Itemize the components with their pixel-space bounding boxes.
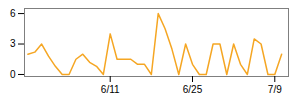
svg-text:6/11: 6/11 <box>101 84 120 95</box>
svg-text:3: 3 <box>10 38 16 49</box>
svg-text:6: 6 <box>10 8 16 19</box>
svg-text:0: 0 <box>10 69 16 80</box>
svg-text:7/9: 7/9 <box>268 84 282 95</box>
svg-text:6/25: 6/25 <box>183 84 203 95</box>
